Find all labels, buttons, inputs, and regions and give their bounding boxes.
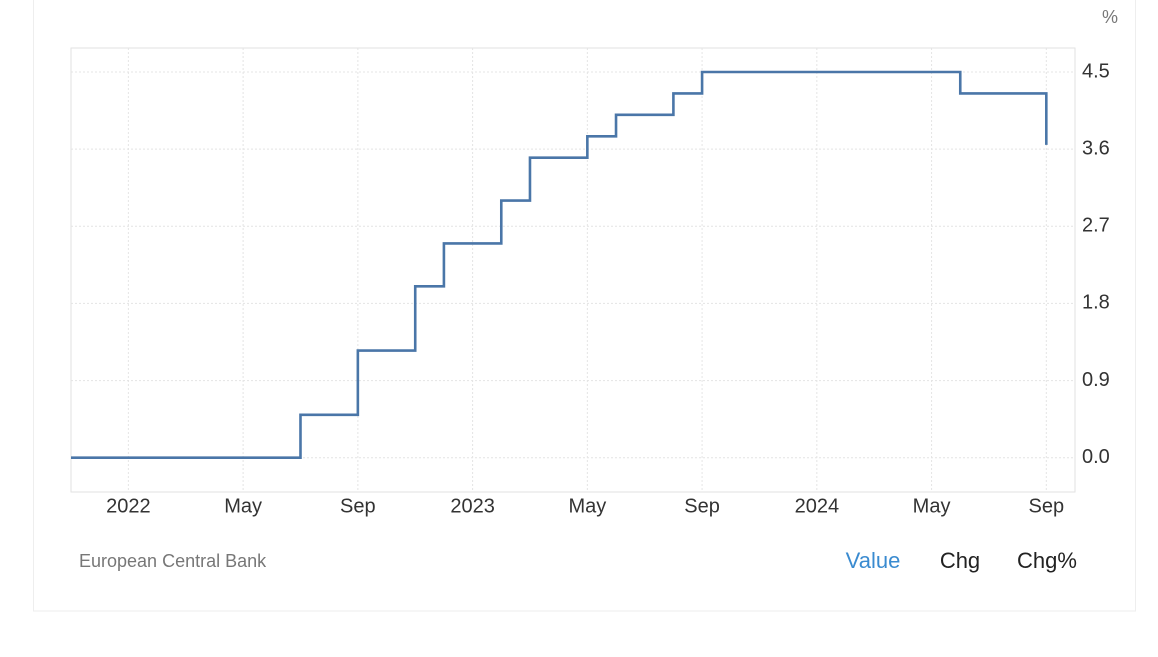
x-tick-label: 2024 [795,495,840,517]
y-tick-label: 4.5 [1082,60,1110,82]
y-tick-label: 2.7 [1082,215,1110,237]
plot-frame [70,47,1076,493]
x-tick-label: 2023 [450,495,495,517]
x-tick-label: Sep [340,495,376,517]
source: European Central Bank [79,551,267,571]
y-tick-label: 3.6 [1082,137,1110,159]
rate-line [71,70,1048,460]
tab-chg-pct[interactable]: Chg% [1017,548,1077,573]
unit-label: % [1102,7,1118,27]
y-tick-label: 0.9 [1082,369,1110,391]
card-border [33,0,1136,612]
tab-value[interactable]: Value [846,548,901,573]
x-tick-label: May [913,495,951,517]
x-tick-label: Sep [684,495,720,517]
y-tick-label: 0.0 [1082,446,1110,468]
x-tick-label: 2022 [106,495,151,517]
x-tick-label: May [568,495,606,517]
x-tick-label: Sep [1029,495,1065,517]
y-tick-label: 1.8 [1082,292,1110,314]
x-tick-label: May [224,495,262,517]
tab-chg[interactable]: Chg [940,548,980,573]
